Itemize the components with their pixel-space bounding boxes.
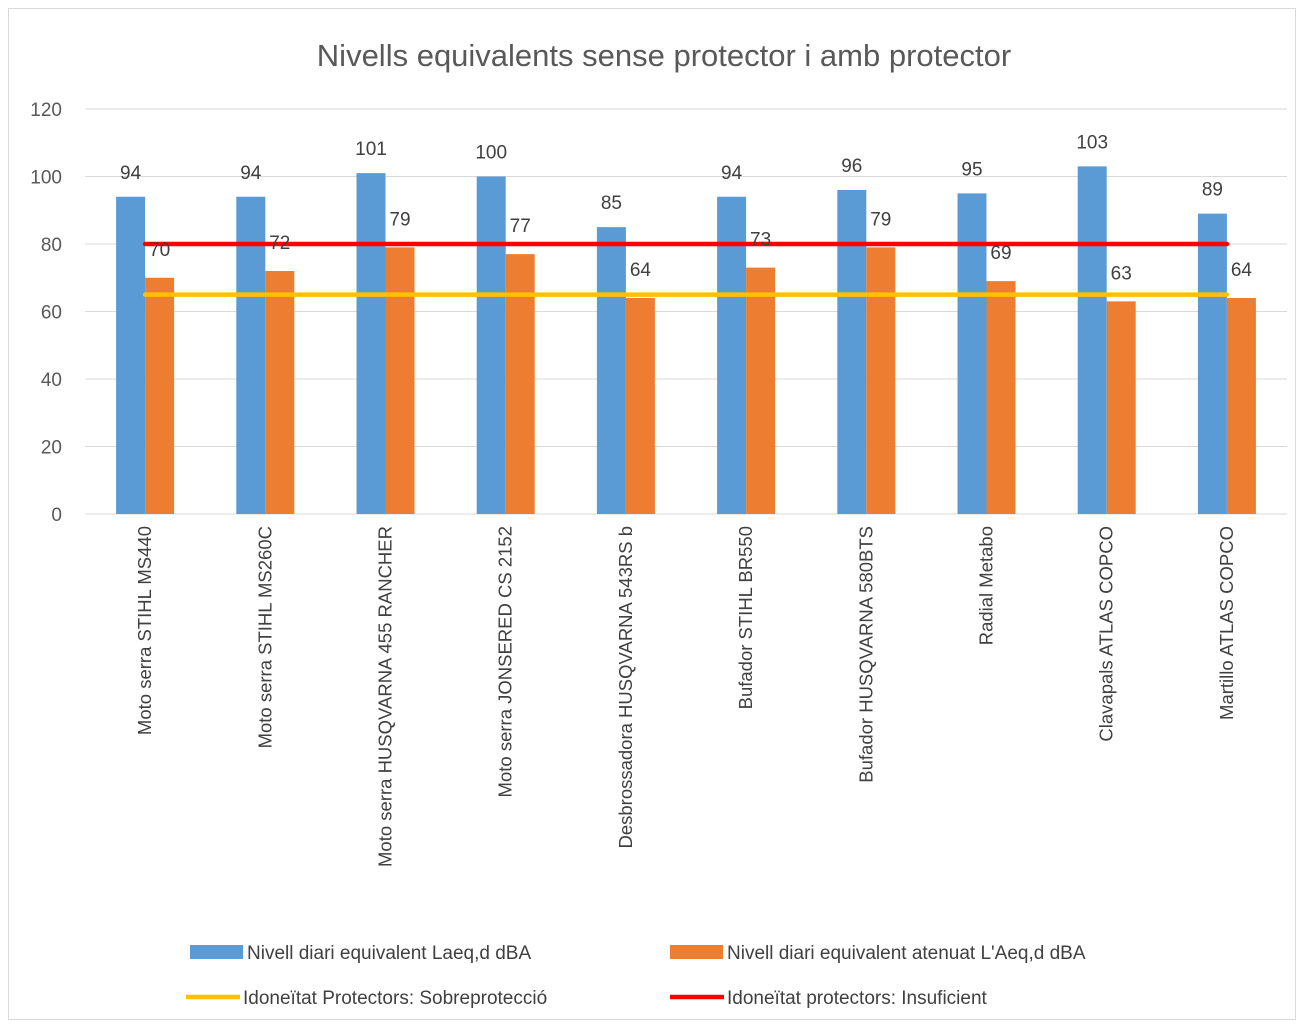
data-label: 73	[750, 230, 771, 251]
y-axis: 0 20 40 60 80 100 120	[30, 100, 62, 526]
data-label: 94	[721, 163, 743, 184]
x-tick-label: Bufador HUSQVARNA 580BTS	[855, 526, 876, 783]
y-tick-label: 100	[30, 168, 62, 189]
legend-label: Nivell diari equivalent atenuat L'Aeq,d …	[727, 943, 1086, 964]
data-label: 72	[269, 233, 290, 254]
data-label: 103	[1076, 132, 1108, 153]
x-tick-label: Moto serra STIHL MS440	[134, 526, 155, 735]
data-label: 69	[990, 243, 1011, 264]
bar-laeq	[717, 196, 747, 514]
data-label: 95	[961, 159, 982, 180]
data-label: 89	[1202, 180, 1223, 201]
data-label: 100	[475, 143, 507, 164]
bar-laeq	[596, 227, 626, 514]
bar-laeq	[1197, 213, 1227, 514]
data-label: 63	[1111, 263, 1132, 284]
data-label: 64	[1231, 260, 1253, 281]
data-label: 85	[601, 193, 622, 214]
x-tick-label: Radial Metabo	[976, 526, 997, 645]
x-tick-label: Martillo ATLAS COPCO	[1216, 526, 1237, 720]
legend-label: Nivell diari equivalent Laeq,d dBA	[247, 943, 531, 964]
bar-laeq	[476, 176, 506, 514]
bar-attenuated	[1106, 301, 1136, 514]
bar-laeq	[1077, 166, 1107, 514]
data-label: 77	[510, 216, 531, 237]
x-tick-label: Bufador STIHL BR550	[735, 526, 756, 709]
legend-label: Idoneïtat protectors: Insuficient	[727, 988, 988, 1009]
y-tick-label: 120	[30, 100, 62, 121]
data-label: 79	[389, 209, 410, 230]
bar-laeq	[837, 190, 867, 514]
y-tick-label: 0	[51, 505, 62, 526]
y-tick-label: 60	[41, 303, 62, 324]
data-label: 101	[355, 139, 387, 160]
x-axis: Moto serra STIHL MS440 Moto serra STIHL M…	[134, 526, 1237, 867]
data-label: 70	[149, 240, 170, 261]
x-tick-label: Moto serra STIHL MS260C	[254, 526, 275, 748]
y-tick-label: 40	[41, 370, 62, 391]
x-tick-label: Clavapals ATLAS COPCO	[1096, 526, 1117, 742]
bar-laeq	[957, 193, 987, 514]
x-tick-label: Desbrossadora HUSQVARNA 543RS b	[615, 526, 636, 849]
y-tick-label: 80	[41, 235, 62, 256]
bar-attenuated	[1226, 298, 1256, 514]
bar-attenuated	[866, 247, 896, 514]
x-tick-label: Moto serra JONSERED CS 2152	[495, 526, 516, 797]
data-label: 94	[120, 163, 142, 184]
bar-attenuated	[385, 247, 415, 514]
data-label: 94	[240, 163, 262, 184]
bar-attenuated	[505, 254, 535, 514]
data-label: 96	[841, 156, 862, 177]
legend-label: Idoneïtat Protectors: Sobreprotecció	[243, 988, 547, 1009]
bar-attenuated	[625, 298, 655, 514]
bar-laeq	[236, 196, 266, 514]
x-tick-label: Moto serra HUSQVARNA 455 RANCHER	[375, 526, 396, 867]
data-label: 79	[870, 209, 891, 230]
bar-attenuated	[746, 267, 776, 514]
lines	[142, 241, 1230, 297]
bars	[116, 166, 1256, 514]
data-labels: 94 94 101 100 85 94 96 95 103 89 70 72 79 77 64 73 79 69 6…	[120, 132, 1252, 284]
data-label: 64	[630, 260, 652, 281]
legend-swatch	[670, 945, 723, 959]
bar-laeq	[356, 173, 386, 514]
bar-laeq	[116, 196, 146, 514]
legend: Nivell diari equivalent Laeq,d dBA Nivell…	[186, 943, 1086, 1009]
bar-attenuated	[986, 281, 1016, 514]
y-tick-label: 20	[41, 438, 62, 459]
legend-swatch	[190, 945, 243, 959]
bar-attenuated	[145, 277, 175, 514]
chart-title: Nivells equivalents sense protector i am…	[317, 38, 1011, 73]
bar-attenuated	[265, 271, 295, 514]
